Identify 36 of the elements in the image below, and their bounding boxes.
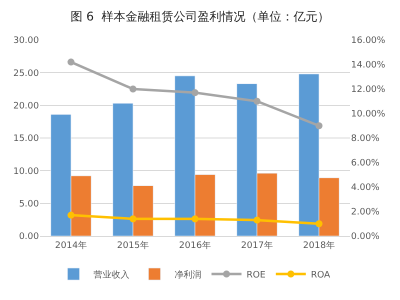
- y2-tick-label: 0.00%: [351, 232, 380, 242]
- point: [68, 58, 74, 66]
- y-tick-label: 0.00: [18, 232, 40, 242]
- point: [316, 220, 322, 228]
- point: [130, 86, 136, 92]
- y2-tick-label: 6.00%: [351, 158, 380, 169]
- y2-tick-label: 14.00%: [351, 60, 386, 71]
- x-tick-label: 2016年: [179, 240, 211, 251]
- legend-label: 净利润: [174, 270, 202, 281]
- y2-tick-label: 2.00%: [351, 208, 380, 218]
- point: [254, 216, 260, 224]
- y2-tick-label: 12.00%: [351, 85, 386, 96]
- y-tick-label: 20.00: [13, 101, 40, 112]
- y-tick-label: 30.00: [13, 36, 40, 46]
- point: [68, 212, 74, 219]
- legend-label: ROE: [246, 270, 266, 281]
- point: [130, 215, 136, 222]
- y2-tick-label: 16.00%: [351, 36, 386, 46]
- point: [316, 122, 322, 130]
- y2-tick-label: 8.00%: [351, 134, 380, 144]
- y-tick-label: 25.00: [13, 68, 40, 79]
- chart-title: 图 6 样本金融租赁公司盈利情况（单位：亿元）: [70, 9, 330, 24]
- legend-label: 营业收入: [94, 270, 130, 281]
- y-tick-label: 5.00: [18, 199, 40, 210]
- x-tick-label: 2017年: [241, 240, 273, 251]
- y2-tick-label: 10.00%: [351, 110, 386, 120]
- x-tick-label: 2015年: [117, 240, 149, 251]
- y2-tick-label: 4.00%: [351, 183, 380, 194]
- x-tick-label: 2014年: [55, 240, 87, 251]
- y-tick-label: 15.00: [13, 134, 40, 144]
- legend-label: ROA: [310, 270, 332, 281]
- point: [254, 98, 260, 105]
- point: [192, 89, 198, 96]
- y-tick-label: 10.00: [13, 166, 40, 177]
- point: [192, 215, 198, 222]
- x-tick-label: 2018年: [303, 240, 335, 251]
